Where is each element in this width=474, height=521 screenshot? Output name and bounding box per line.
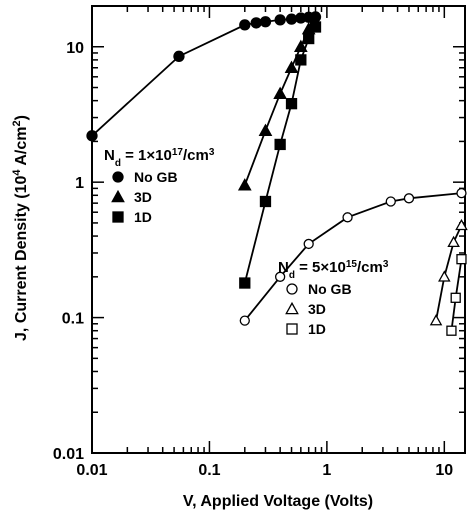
- data-point: [173, 50, 185, 62]
- legend-label: No GB: [134, 169, 178, 185]
- tick-labels: 0.01 0.1 1 10 0.01 0.1 1 10: [53, 40, 453, 479]
- data-point: [303, 238, 314, 250]
- y-axis-title-main: J, Current Density (10: [13, 175, 30, 340]
- y-tick-label: 1: [75, 175, 84, 192]
- series-4: [429, 218, 468, 326]
- data-point: [273, 86, 288, 99]
- legend-marker: [112, 171, 124, 183]
- series-line: [91, 16, 316, 137]
- series-layer: [86, 11, 468, 336]
- x-tick-label: 0.01: [76, 462, 107, 479]
- legend-title: Nd = 1×1017/cm3: [104, 147, 215, 169]
- legend-marker: [112, 211, 124, 223]
- data-point: [309, 11, 322, 23]
- legend-marker: [111, 189, 125, 203]
- data-point: [284, 60, 299, 73]
- data-point: [450, 292, 461, 303]
- legend-title-part: d: [115, 158, 121, 169]
- legend-marker: [285, 301, 299, 315]
- data-point: [446, 325, 457, 336]
- data-point: [259, 16, 272, 28]
- data-point: [239, 315, 250, 326]
- legend-marker: [286, 283, 298, 295]
- legend-marker: [286, 323, 298, 335]
- series-line: [435, 224, 463, 321]
- data-point: [274, 138, 286, 151]
- y-axis-title-close: ): [13, 115, 30, 120]
- data-point: [285, 98, 298, 110]
- data-point: [342, 212, 353, 223]
- data-point: [429, 314, 443, 326]
- data-point: [237, 178, 252, 191]
- legend-title-part: d: [289, 270, 295, 281]
- legend-title-part: = 1×10: [121, 147, 172, 164]
- legend-label: 1D: [308, 321, 326, 337]
- axis-ticks: [91, 5, 465, 454]
- data-point: [456, 187, 467, 199]
- data-point: [293, 39, 308, 53]
- y-axis-title-sup: 4: [11, 169, 23, 176]
- x-tick-label: 0.1: [198, 462, 220, 479]
- data-point: [455, 218, 468, 231]
- legend-title-part: N: [278, 259, 289, 276]
- data-point: [438, 270, 451, 282]
- data-point: [385, 196, 396, 207]
- x-axis-title: V, Applied Voltage (Volts): [183, 493, 373, 510]
- legend-title-part: N: [104, 147, 115, 164]
- y-tick-label: 10: [66, 40, 84, 57]
- data-point: [239, 277, 251, 289]
- y-tick-label: 0.1: [62, 311, 84, 328]
- series-2: [239, 21, 322, 289]
- data-point: [258, 123, 273, 136]
- data-point: [274, 271, 286, 282]
- data-point: [239, 19, 251, 31]
- series-3: [239, 187, 467, 326]
- x-tick-label: 1: [322, 462, 331, 479]
- y-tick-label: 0.01: [53, 446, 84, 463]
- legend-title-part: /cm: [183, 147, 209, 164]
- data-point: [303, 32, 315, 45]
- data-point: [250, 17, 262, 29]
- legend-title-part: 17: [172, 147, 184, 158]
- data-point: [86, 130, 98, 142]
- data-point: [274, 14, 286, 26]
- series-line: [244, 192, 462, 322]
- legend-title-part: /cm: [357, 259, 383, 276]
- legend-title-part: 15: [346, 259, 358, 270]
- plot-frame: [91, 5, 466, 454]
- series-0: [86, 11, 322, 142]
- data-point: [259, 195, 272, 208]
- legend-label: 1D: [134, 209, 152, 225]
- series-5: [446, 254, 467, 336]
- legend-label: 3D: [308, 301, 326, 317]
- data-point: [456, 254, 467, 265]
- data-point: [309, 21, 322, 33]
- x-tick-label: 10: [435, 462, 453, 479]
- data-point: [285, 13, 298, 25]
- legend-title-part: = 5×10: [295, 259, 346, 276]
- legend-label: 3D: [134, 189, 152, 205]
- y-axis-title: J, Current Density (104 A/cm2): [11, 115, 30, 341]
- legend-label: No GB: [308, 281, 352, 297]
- series-line: [243, 28, 310, 186]
- data-point: [447, 235, 460, 248]
- series-1: [237, 22, 316, 191]
- legend-title: Nd = 5×1015/cm3: [278, 259, 389, 281]
- y-axis-title-unit: A/cm: [13, 126, 30, 169]
- legend-title-part: 3: [383, 259, 389, 270]
- legend-title-part: 3: [209, 147, 215, 158]
- data-point: [295, 54, 307, 66]
- y-axis-title-sup2: 2: [11, 120, 23, 126]
- data-point: [403, 193, 415, 204]
